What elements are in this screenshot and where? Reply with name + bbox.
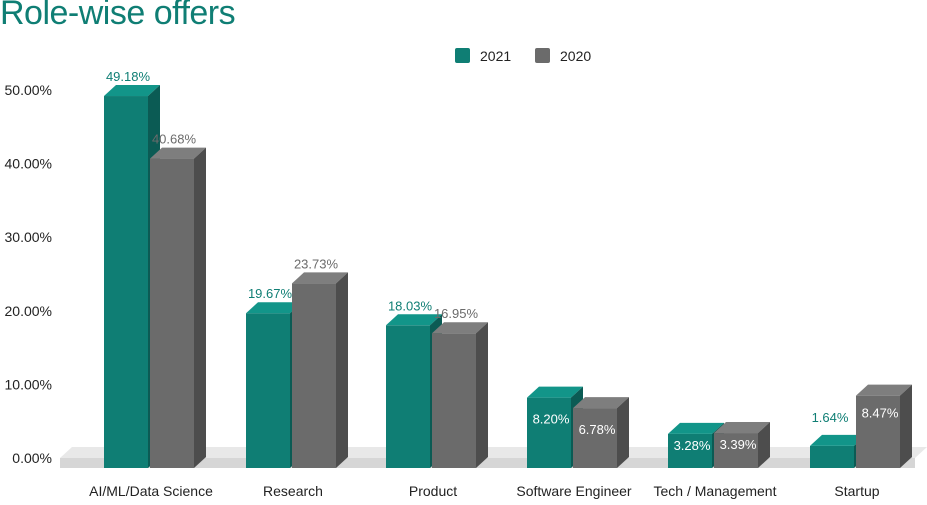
data-label-2021: 1.64% [812,410,849,425]
data-label-2021: 3.28% [674,438,711,453]
bar-2021-top [104,85,160,97]
bar-2020-top [573,397,629,409]
data-label-2020: 40.68% [152,132,197,147]
data-label-2021: 19.67% [248,286,293,301]
bar-2021-front [810,445,854,468]
bar-2021-top [246,302,302,314]
x-category-label: Research [263,483,323,499]
bar-2020-top [432,322,488,334]
chart-title: Role-wise offers [0,0,236,32]
data-label-2021: 49.18% [106,69,151,84]
data-label-2020: 6.78% [579,422,616,437]
data-label-2020: 23.73% [294,256,339,271]
bar-2021-front [527,397,571,468]
y-tick-label: 50.00% [5,82,52,98]
data-label-2020: 3.39% [720,437,757,452]
bar-2020-side [617,397,629,468]
data-label-2021: 18.03% [388,298,433,313]
bar-2021-top [810,434,866,446]
bar-2020-front [856,395,900,468]
data-label-2021: 8.20% [533,412,570,427]
x-category-label: AI/ML/Data Science [89,483,213,499]
bar-2020-top [856,384,912,396]
bar-2020-front [714,433,758,468]
bar-2020-side [476,322,488,468]
bar-2021-top [386,314,442,326]
x-category-label: Product [409,483,457,499]
chart-floor [60,458,915,468]
bar-2021-front [668,433,712,468]
bar-2021-front [246,313,290,468]
data-label-2020: 8.47% [862,406,899,421]
bar-2020-top [292,272,348,284]
bar-2021-top [668,422,724,434]
bar-2020-side [758,422,770,468]
y-tick-label: 10.00% [5,376,52,392]
x-category-label: Software Engineer [516,483,632,499]
y-tick-label: 40.00% [5,156,52,172]
bar-2021-front [386,325,430,468]
y-tick-label: 20.00% [5,303,52,319]
legend-label-2020: 2020 [560,48,591,64]
bar-2020-top [714,422,770,434]
bar-2020-front [432,333,476,468]
bar-2020-side [336,272,348,468]
legend-swatch-2021 [455,48,470,63]
bar-2020-side [194,147,206,468]
x-category-label: Tech / Management [654,483,777,499]
y-tick-label: 0.00% [12,450,52,466]
legend-swatch-2020 [535,48,550,63]
x-category-label: Startup [834,483,879,499]
y-tick-label: 30.00% [5,229,52,245]
bar-2020-front [150,158,194,468]
bar-2020-side [900,384,912,468]
bar-2020-top [150,147,206,159]
bar-2021-top [527,386,583,398]
legend-label-2021: 2021 [480,48,511,64]
bar-2021-front [104,96,148,468]
bar-2020-front [292,283,336,468]
bar-2020-front [573,408,617,468]
data-label-2020: 16.95% [434,306,479,321]
